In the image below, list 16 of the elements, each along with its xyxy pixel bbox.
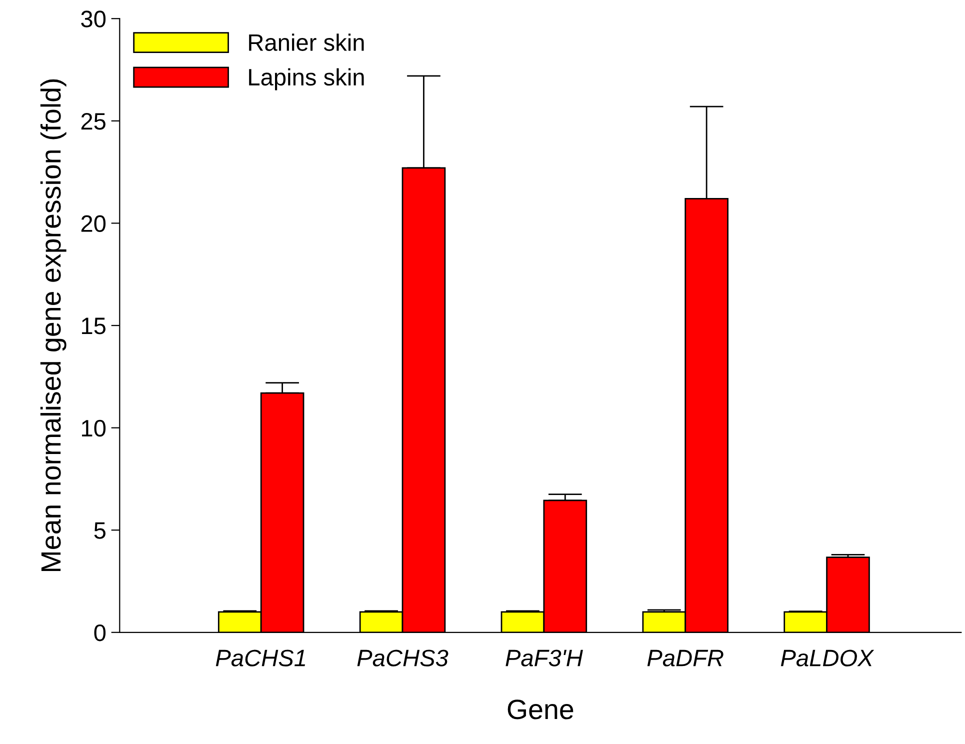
legend-label: Lapins skin [249,68,364,90]
x-axis-title: Gene [508,700,574,720]
x-tick-label: PaCHS3 [357,650,448,666]
y-axis-title: Mean normalised gene expression (fold) [40,79,66,572]
y-tick-label: 5 [94,522,106,539]
y-tick-label: 0 [94,624,106,642]
x-tick-label: PaLDOX [780,650,874,666]
y-tick-label: 10 [82,420,106,437]
x-tick-label: PaF3'H [506,650,583,666]
x-tick-label: PaCHS1 [216,650,306,666]
y-tick-label: 15 [82,318,106,334]
x-tick-label: PaDFR [647,650,724,666]
y-tick-label: 20 [81,215,106,232]
y-tick-label: 30 [81,10,106,28]
y-tick-label: 25 [81,112,106,130]
legend-label: Ranier skin [249,34,364,51]
